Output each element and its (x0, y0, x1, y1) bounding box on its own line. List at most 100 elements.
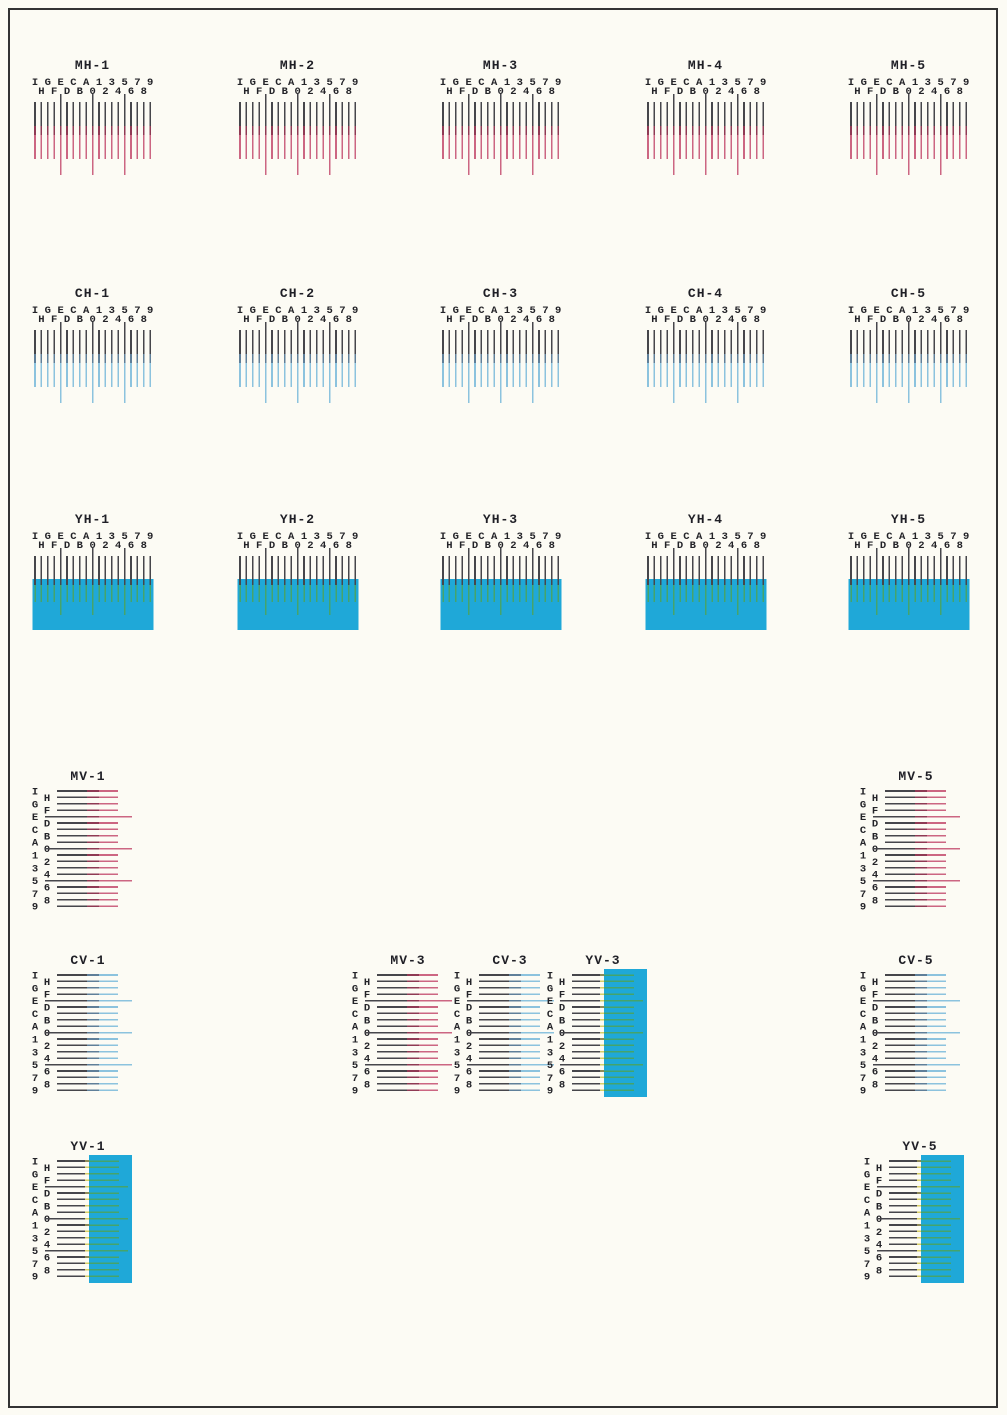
svg-text:C: C (70, 531, 77, 543)
svg-text:9: 9 (352, 1086, 358, 1098)
svg-text:0: 0 (559, 1028, 565, 1040)
svg-text:9: 9 (352, 531, 358, 543)
svg-text:1: 1 (709, 305, 715, 317)
svg-text:7: 7 (950, 305, 956, 317)
svg-text:C: C (886, 531, 893, 543)
svg-text:G: G (658, 531, 664, 543)
svg-text:E: E (873, 531, 879, 543)
svg-text:3: 3 (517, 77, 523, 89)
svg-text:D: D (269, 86, 275, 98)
chart-title-cv-3: CV-3 (492, 953, 528, 968)
svg-text:4: 4 (728, 540, 734, 552)
svg-text:6: 6 (536, 314, 542, 326)
svg-text:3: 3 (925, 77, 931, 89)
svg-text:5: 5 (529, 531, 535, 543)
svg-text:9: 9 (963, 305, 969, 317)
svg-text:A: A (83, 77, 90, 89)
svg-text:8: 8 (957, 86, 963, 98)
alignment-pattern-ch-4: I G E C A 1 3 5 7 9 H F D B 0 2 4 6 8 (645, 305, 766, 403)
svg-text:E: E (262, 77, 268, 89)
svg-text:1: 1 (301, 531, 307, 543)
svg-text:I: I (237, 305, 243, 317)
svg-text:5: 5 (529, 305, 535, 317)
svg-text:I: I (860, 971, 866, 983)
chart-title-yh-3: YH-3 (482, 512, 519, 527)
svg-text:6: 6 (536, 86, 542, 98)
svg-text:1: 1 (96, 531, 102, 543)
svg-text:3: 3 (517, 531, 523, 543)
svg-text:C: C (683, 531, 690, 543)
svg-text:2: 2 (307, 86, 313, 98)
svg-text:3: 3 (109, 531, 115, 543)
svg-text:D: D (880, 314, 886, 326)
svg-text:3: 3 (454, 1047, 460, 1059)
svg-text:A: A (491, 531, 498, 543)
svg-text:C: C (547, 1009, 554, 1021)
svg-text:6: 6 (872, 1067, 878, 1079)
svg-text:2: 2 (559, 1041, 565, 1053)
svg-text:2: 2 (872, 1041, 878, 1053)
svg-text:3: 3 (314, 77, 320, 89)
svg-text:I: I (440, 305, 446, 317)
chart-title-mv-5: MV-5 (898, 769, 934, 784)
svg-text:G: G (32, 799, 38, 811)
svg-text:C: C (275, 77, 282, 89)
svg-text:9: 9 (32, 1272, 38, 1284)
svg-text:E: E (262, 305, 268, 317)
svg-text:5: 5 (860, 876, 866, 888)
svg-text:2: 2 (510, 86, 516, 98)
svg-text:D: D (64, 540, 70, 552)
svg-text:C: C (32, 1195, 39, 1207)
svg-text:F: F (459, 86, 465, 98)
svg-text:D: D (677, 540, 683, 552)
svg-text:9: 9 (864, 1272, 870, 1284)
svg-text:6: 6 (364, 1067, 370, 1079)
svg-text:8: 8 (44, 1265, 50, 1277)
chart-title-cv-1: CV-1 (70, 953, 106, 968)
chart-title-yv-1: YV-1 (70, 1139, 106, 1154)
svg-text:C: C (886, 305, 893, 317)
svg-text:2: 2 (918, 314, 924, 326)
svg-text:9: 9 (147, 305, 153, 317)
svg-text:A: A (860, 1022, 867, 1034)
svg-text:A: A (899, 77, 906, 89)
svg-text:D: D (876, 1189, 882, 1201)
svg-text:4: 4 (523, 314, 529, 326)
svg-text:B: B (282, 314, 289, 326)
svg-text:A: A (696, 531, 703, 543)
svg-text:G: G (250, 305, 256, 317)
svg-text:3: 3 (314, 531, 320, 543)
svg-text:F: F (256, 540, 262, 552)
chart-title-ch-5: CH-5 (890, 286, 927, 301)
svg-text:E: E (860, 996, 866, 1008)
svg-text:3: 3 (722, 77, 728, 89)
alignment-pattern-ch-3: I G E C A 1 3 5 7 9 H F D B 0 2 4 6 8 (440, 305, 561, 403)
svg-text:B: B (77, 314, 84, 326)
svg-text:7: 7 (747, 305, 753, 317)
svg-text:E: E (57, 305, 63, 317)
svg-text:D: D (466, 1003, 472, 1015)
svg-text:7: 7 (747, 531, 753, 543)
svg-text:C: C (32, 1009, 39, 1021)
svg-text:F: F (51, 314, 57, 326)
svg-text:9: 9 (555, 305, 561, 317)
svg-text:1: 1 (504, 305, 510, 317)
svg-text:G: G (453, 531, 459, 543)
svg-text:A: A (32, 1022, 39, 1034)
svg-text:B: B (77, 86, 84, 98)
svg-text:9: 9 (32, 902, 38, 914)
svg-text:1: 1 (504, 531, 510, 543)
chart-yh-3: YH-3 I G E C A 1 3 5 7 9 H F D B 0 2 4 6 8 (428, 512, 578, 636)
svg-text:5: 5 (860, 1060, 866, 1072)
svg-text:B: B (282, 540, 289, 552)
svg-text:8: 8 (466, 1079, 472, 1091)
svg-text:3: 3 (547, 1047, 553, 1059)
svg-text:9: 9 (760, 77, 766, 89)
svg-text:D: D (269, 314, 275, 326)
svg-text:2: 2 (510, 314, 516, 326)
svg-text:8: 8 (346, 540, 352, 552)
svg-text:5: 5 (937, 531, 943, 543)
